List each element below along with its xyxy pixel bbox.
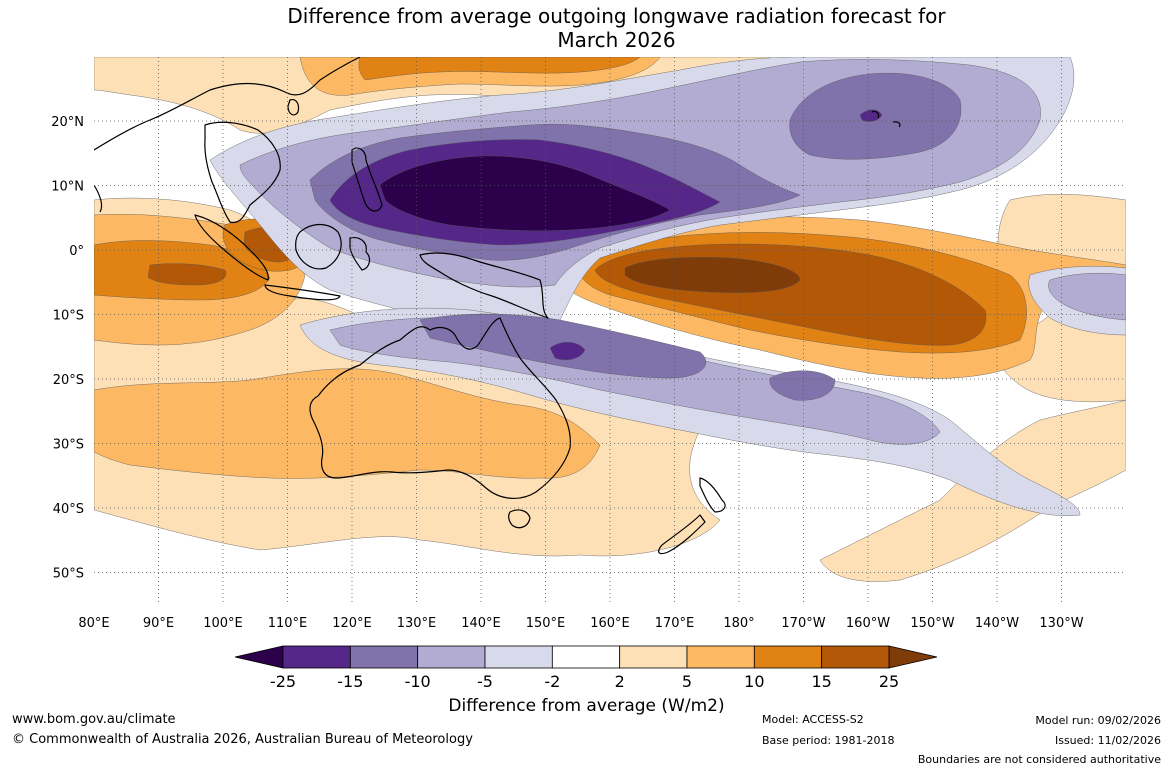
latitude-tick-label: 50°S — [53, 567, 84, 582]
boundaries-disclaimer: Boundaries are not considered authoritat… — [917, 753, 1161, 766]
colorbar-swatch — [686, 645, 755, 669]
colorbar-swatch — [551, 645, 621, 669]
latitude-tick-label: 30°S — [53, 438, 84, 453]
colorbar-label: Difference from average (W/m2) — [448, 696, 725, 716]
colorbar-tick-label: 10 — [744, 672, 764, 691]
new-zealand-south-coastline — [658, 514, 706, 555]
new-guinea-coastline — [419, 252, 549, 319]
longitude-tick-label: 160°E — [590, 616, 630, 631]
website-link[interactable]: www.bom.gov.au/climate — [12, 712, 176, 727]
colorbar-swatch — [821, 645, 890, 669]
tasmania-coastline — [508, 509, 531, 529]
colorbar-tick-label: 15 — [811, 672, 831, 691]
longitude-tick-label: 100°E — [203, 616, 243, 631]
longitude-tick-label: 180° — [723, 616, 754, 631]
colorbar-swatch — [417, 645, 486, 669]
contour-pos5-australia-band — [94, 368, 601, 479]
latitude-tick-label: 10°N — [51, 180, 84, 195]
colorbar-tick-label: -15 — [337, 672, 363, 691]
indochina-coastline — [204, 121, 281, 224]
contour-neg5-east — [1048, 272, 1126, 321]
graticule — [94, 57, 1126, 604]
colorbar-tick-label: -25 — [270, 672, 296, 691]
copyright-text: © Commonwealth of Australia 2026, Austra… — [12, 732, 473, 747]
longitude-labels: 80°E 90°E 100°E 110°E 120°E 130°E 140°E 150°E 16… — [78, 616, 1083, 631]
colorbar-swatch — [282, 645, 351, 669]
longitude-tick-label: 130°W — [1039, 616, 1083, 631]
latitude-tick-label: 10°S — [53, 309, 84, 324]
model-name: Model: ACCESS-S2 — [762, 713, 864, 726]
colorbar-swatch — [619, 645, 688, 669]
colorbar-tick-label: -5 — [477, 672, 493, 691]
taiwan-coastline — [287, 99, 300, 116]
issued-date: Issued: 11/02/2026 — [1054, 734, 1161, 747]
longitude-tick-label: 120°E — [332, 616, 372, 631]
colorbar: -25 -15 -10 -5 -2 2 5 10 15 25 — [234, 645, 938, 691]
borneo-coastline — [295, 223, 342, 270]
model-run-date: Model run: 09/02/2026 — [1035, 714, 1161, 727]
contour-pos10-north — [358, 57, 641, 81]
map-title: Difference from average outgoing longwav… — [0, 4, 1173, 52]
title-line-2: March 2026 — [557, 28, 676, 52]
colorbar-tick-label: 5 — [682, 672, 692, 691]
coastlines — [94, 57, 901, 555]
colorbar-tick-label: -10 — [405, 672, 431, 691]
title-line-1: Difference from average outgoing longwav… — [287, 4, 946, 28]
longitude-tick-label: 170°W — [781, 616, 825, 631]
latitude-tick-label: 0° — [69, 244, 84, 259]
colorbar-tick-label: 2 — [615, 672, 625, 691]
latitude-tick-label: 20°N — [51, 115, 84, 130]
contour-pos25-pacific-core — [624, 257, 801, 293]
philippines-coastline — [351, 147, 383, 212]
asia-mainland-coastline — [94, 57, 361, 151]
longitude-tick-label: 150°W — [910, 616, 954, 631]
colorbar-tick-label: -2 — [544, 672, 560, 691]
contour-neg15-south-spot — [549, 342, 586, 361]
contour-neg10-south-small — [769, 370, 836, 401]
colorbar-over-arrow — [888, 645, 938, 669]
latitude-tick-label: 40°S — [53, 502, 84, 517]
india-tip-coastline — [94, 184, 103, 213]
new-zealand-north-coastline — [699, 477, 726, 513]
colorbar-swatch — [349, 645, 419, 669]
anomaly-field — [94, 57, 1126, 604]
longitude-tick-label: 80°E — [78, 616, 109, 631]
base-period: Base period: 1981-2018 — [762, 734, 895, 747]
latitude-tick-label: 20°S — [53, 373, 84, 388]
australia-coastline — [309, 317, 571, 499]
hawaii-coastline — [871, 110, 901, 128]
sumatra-coastline — [194, 214, 269, 281]
java-coastline — [264, 284, 341, 301]
longitude-tick-label: 170°E — [655, 616, 695, 631]
latitude-labels: 20°N 10°N 0° 10°S 20°S 30°S 40°S 50°S — [51, 115, 84, 582]
contour-neg25-core — [379, 155, 671, 231]
contour-pos15-indian — [147, 263, 227, 286]
longitude-tick-label: 150°E — [526, 616, 566, 631]
longitude-tick-label: 140°W — [975, 616, 1019, 631]
longitude-tick-label: 130°E — [397, 616, 437, 631]
longitude-tick-label: 110°E — [268, 616, 308, 631]
sulawesi-coastline — [349, 237, 371, 271]
colorbar-swatch — [753, 645, 823, 669]
colorbar-tick-label: 25 — [879, 672, 899, 691]
colorbar-under-arrow — [234, 645, 284, 669]
longitude-tick-label: 160°W — [846, 616, 890, 631]
longitude-tick-label: 90°E — [143, 616, 174, 631]
longitude-tick-label: 140°E — [461, 616, 501, 631]
colorbar-swatch — [484, 645, 553, 669]
